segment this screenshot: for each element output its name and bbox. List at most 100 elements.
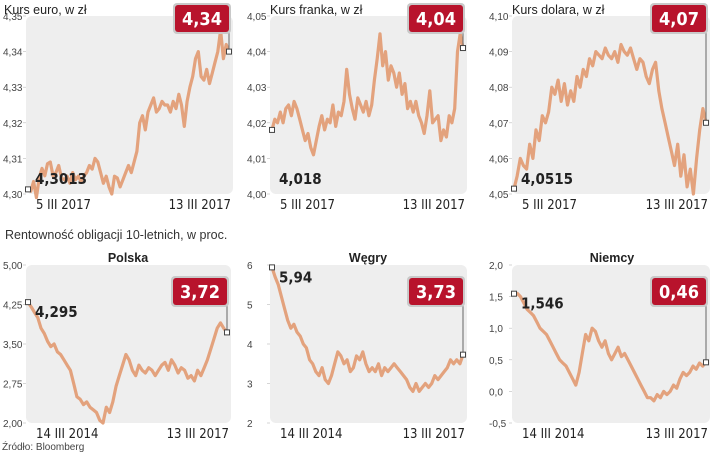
end-marker [226, 48, 232, 55]
chart-panel-1: Kurs euro, w zł 4,30 4,31 4,32 4,33 4,34 4,35 4… [3, 3, 233, 213]
y-tick-label: 5 [247, 301, 253, 312]
x-start-label: 5 III 2017 [36, 198, 91, 213]
y-tick-label: 4,02 [247, 119, 267, 130]
chart-panel-5: Węgry 2 3 4 5 6 5,94 3,73 14 III 2014 13 III 2017 [247, 251, 467, 442]
end-badge [652, 5, 706, 32]
x-end-label: 13 III 2017 [403, 198, 465, 213]
y-tick-label: 4,07 [489, 119, 509, 130]
x-start-label: 14 III 2014 [280, 427, 342, 442]
y-tick-label: 4 [247, 340, 253, 351]
y-tick-label: 4,34 [3, 48, 23, 59]
plot-area [270, 16, 467, 194]
x-start-label: 5 III 2017 [522, 198, 577, 213]
end-badge [173, 278, 227, 305]
start-value-label: 4,295 [35, 303, 78, 321]
end-value-label: 4,04 [416, 9, 456, 30]
y-tick-label: 4,25 [3, 301, 23, 312]
y-tick-label: 4,30 [3, 190, 23, 201]
y-tick-label: 4,09 [489, 48, 509, 59]
end-badge [175, 5, 229, 32]
x-end-label: 13 III 2017 [646, 198, 708, 213]
chart-panel-4: Polska 2,00 2,75 3,50 4,25 5,00 4,295 3,72 14 II… [3, 251, 231, 442]
y-tick-label: -0,5 [489, 419, 507, 430]
start-marker [511, 290, 517, 297]
y-tick-label: 1,5 [489, 293, 503, 304]
end-value-label: 4,07 [659, 9, 699, 30]
end-value-label: 3,72 [180, 282, 220, 303]
chart-title: Polska [108, 251, 149, 265]
x-end-label: 13 III 2017 [167, 427, 229, 442]
y-tick-label: 1,0 [489, 324, 503, 335]
series-line [26, 300, 229, 425]
y-tick-label: 4,33 [3, 83, 23, 94]
section-title: Rentowność obligacji 10-letnich, w proc. [5, 228, 228, 242]
y-tick-label: 4,32 [3, 119, 23, 130]
start-marker [511, 185, 517, 192]
chart-title: Kurs euro, w zł [4, 3, 87, 17]
end-marker [703, 119, 709, 126]
chart-panel-6: Niemcy -0,5 0,0 0,5 1,0 1,5 2,0 1,546 0,46 14 III… [489, 251, 710, 442]
x-end-label: 13 III 2017 [646, 427, 708, 442]
end-value-label: 4,34 [182, 9, 222, 30]
chart-panel-2: Kurs franka, w zł 4,00 4,01 4,02 4,03 4,04 4,0… [247, 3, 467, 213]
end-value-label: 0,46 [659, 282, 699, 303]
start-marker [269, 264, 275, 271]
series-line [270, 265, 465, 393]
y-tick-label: 0,5 [489, 356, 503, 367]
y-tick-label: 5,00 [3, 261, 23, 272]
start-marker [25, 186, 31, 193]
y-tick-label: 4,04 [247, 48, 267, 59]
y-tick-label: 4,08 [489, 83, 509, 94]
y-tick-label: 0,0 [489, 387, 503, 398]
end-badge [652, 278, 706, 305]
start-value-label: 4,3013 [35, 170, 87, 188]
end-marker [460, 45, 466, 52]
series-line [512, 42, 708, 196]
plot-area [512, 16, 710, 194]
y-tick-label: 4,05 [489, 190, 509, 201]
x-end-label: 13 III 2017 [169, 198, 231, 213]
x-start-label: 14 III 2014 [36, 427, 98, 442]
series-line [270, 32, 465, 157]
y-tick-label: 2,0 [489, 261, 503, 272]
chart-panel-3: Kurs dolara, w zł 4,05 4,06 4,07 4,08 4,09 4,1… [489, 3, 710, 213]
start-marker [25, 299, 31, 306]
x-start-label: 5 III 2017 [280, 198, 335, 213]
chart-title: Kurs dolara, w zł [512, 3, 605, 17]
series-line [26, 28, 231, 200]
series-line [512, 291, 708, 403]
y-tick-label: 2,75 [3, 380, 23, 391]
y-tick-label: 4,10 [489, 12, 509, 23]
chart-title: Niemcy [590, 251, 635, 265]
y-tick-label: 3 [247, 380, 253, 391]
y-tick-label: 6 [247, 261, 253, 272]
chart-title: Węgry [349, 251, 387, 265]
start-marker [269, 126, 275, 133]
y-tick-label: 4,06 [489, 154, 509, 165]
y-tick-label: 2 [247, 419, 253, 430]
y-tick-label: 4,03 [247, 83, 267, 94]
end-badge [409, 278, 463, 305]
start-value-label: 4,0515 [521, 170, 573, 188]
plot-area [26, 16, 233, 194]
x-end-label: 13 III 2017 [403, 427, 465, 442]
y-tick-label: 4,35 [3, 12, 23, 23]
y-tick-label: 3,50 [3, 340, 23, 351]
end-marker [224, 329, 230, 336]
y-tick-label: 4,00 [247, 190, 267, 201]
start-value-label: 5,94 [279, 268, 312, 286]
end-marker [460, 351, 466, 358]
end-value-label: 3,73 [416, 282, 456, 303]
y-tick-label: 4,01 [247, 154, 267, 165]
end-marker [703, 359, 709, 366]
end-badge [409, 5, 463, 32]
x-start-label: 14 III 2014 [522, 427, 584, 442]
y-tick-label: 2,00 [3, 419, 23, 430]
chart-title: Kurs franka, w zł [270, 3, 363, 17]
start-value-label: 4,018 [279, 170, 322, 188]
start-value-label: 1,546 [521, 295, 564, 313]
y-tick-label: 4,05 [247, 12, 267, 23]
y-tick-label: 4,31 [3, 154, 23, 165]
source-note: Źródło: Bloomberg [2, 442, 85, 453]
